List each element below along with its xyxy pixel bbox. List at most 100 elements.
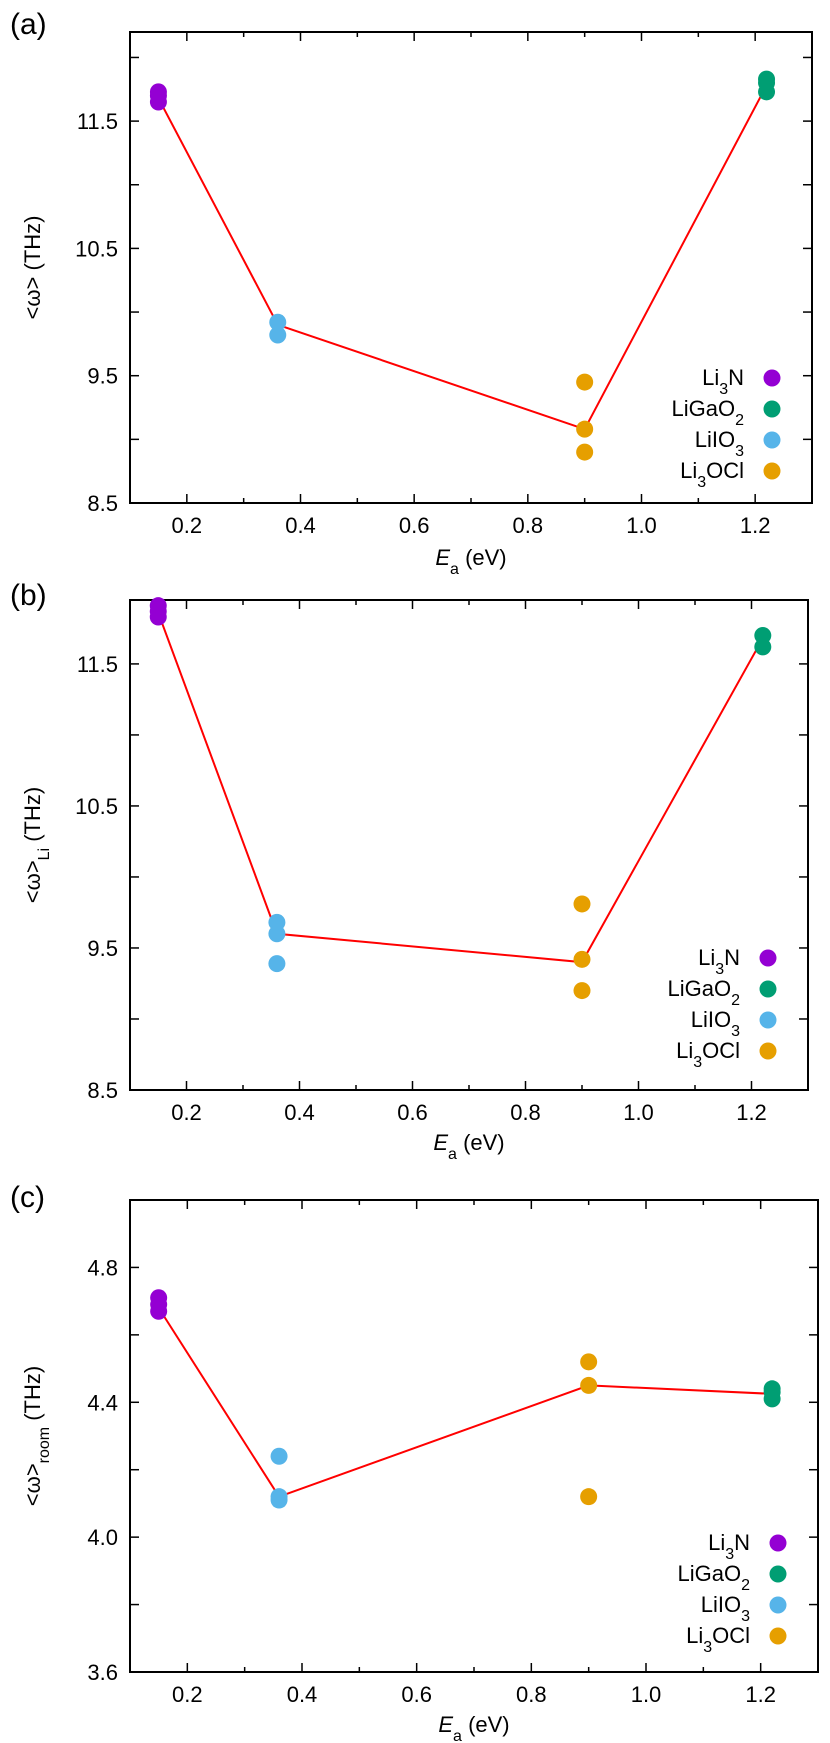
x-tick-label: 0.6 xyxy=(397,1100,428,1125)
y-axis-title: <ω> (THz) xyxy=(20,216,45,320)
y-axis-title-sub: room xyxy=(36,1427,53,1463)
chart-panel-a: (a) 0.2 0.4 0.6 0.8 1.0 1.2 8.5 9.5 10.5 11.5 Ea (e… xyxy=(0,0,830,575)
legend-label-sub: 3 xyxy=(715,961,724,978)
y-tick-label: 8.5 xyxy=(87,1078,118,1103)
y-tick-label: 11.5 xyxy=(77,652,118,677)
legend-label-part: Li xyxy=(708,1530,725,1555)
x-axis-title-sub: a xyxy=(448,1146,457,1161)
legend-label-sub: 3 xyxy=(725,1546,734,1563)
y-tick-label: 9.5 xyxy=(87,364,118,389)
x-axis-title-sub: a xyxy=(450,561,459,576)
legend-label-part: Li xyxy=(680,458,697,483)
y-axis-title-main: <ω> xyxy=(20,1463,45,1506)
chart-panel-c: (c) 0.2 0.4 0.6 0.8 1.0 1.2 3.6 4.0 4.4 4.8 Ea (eV)… xyxy=(0,1160,830,1743)
legend-label-part: N xyxy=(728,365,744,390)
legend-label-li3ocl: Li3OCl xyxy=(676,1038,740,1071)
legend-label-part: Li xyxy=(676,1038,693,1063)
chart-c-svg: (c) 0.2 0.4 0.6 0.8 1.0 1.2 3.6 4.0 4.4 4.8 Ea (eV)… xyxy=(10,1181,819,1743)
legend-label-part: LiGaO xyxy=(678,1561,742,1586)
legend-label-sub: 3 xyxy=(697,474,706,491)
data-point-li3ocl xyxy=(580,1488,598,1506)
x-axis-title-symbol: E xyxy=(435,545,450,570)
x-tick-label: 0.8 xyxy=(510,1100,541,1125)
y-tick-label: 10.5 xyxy=(75,236,118,261)
legend-label-ligao2: LiGaO2 xyxy=(668,976,741,1009)
legend-marker-li3n xyxy=(763,369,781,387)
x-axis-title: Ea (eV) xyxy=(433,1130,504,1160)
fit-line xyxy=(157,84,768,431)
x-tick-label: 0.2 xyxy=(172,513,203,538)
data-point-li3ocl xyxy=(573,982,591,1000)
legend-label-sub: 2 xyxy=(741,1577,750,1594)
legend-label-sub: 3 xyxy=(741,1608,750,1625)
legend-marker-ligao2 xyxy=(763,400,781,418)
x-tick-label: 1.0 xyxy=(626,513,657,538)
y-axis-title-tail: (THz) xyxy=(20,787,45,848)
y-axis-title: <ω>room (THz) xyxy=(20,1366,53,1506)
legend-label-part: Li xyxy=(698,945,715,970)
data-point-li3n xyxy=(149,93,167,111)
legend-label-sub: 2 xyxy=(735,412,744,429)
legend-label-part: LiGaO xyxy=(668,976,732,1001)
data-point-li3ocl xyxy=(576,443,594,461)
legend-label-part: LiIO xyxy=(695,427,735,452)
data-point-liio3 xyxy=(270,1491,288,1509)
x-axis-title-unit: (eV) xyxy=(462,1712,510,1737)
x-axis-title-symbol: E xyxy=(433,1130,448,1155)
y-tick-label: 8.5 xyxy=(87,491,118,516)
x-axis-title-symbol: E xyxy=(438,1712,453,1737)
data-point-li3ocl xyxy=(580,1376,598,1394)
data-point-li3ocl xyxy=(573,895,591,913)
legend-label-li3ocl: Li3OCl xyxy=(680,458,744,491)
x-tick-label: 0.2 xyxy=(171,1100,202,1125)
x-tick-label: 0.2 xyxy=(172,1682,203,1707)
data-point-li3ocl xyxy=(580,1353,598,1371)
legend-label-liio3: LiIO3 xyxy=(695,427,744,460)
data-point-liio3 xyxy=(268,955,286,973)
x-tick-label: 0.8 xyxy=(513,513,544,538)
y-tick-label: 3.6 xyxy=(87,1660,118,1685)
y-tick-label: 4.4 xyxy=(87,1390,118,1415)
legend-marker-liio3 xyxy=(763,431,781,449)
y-tick-label: 9.5 xyxy=(87,936,118,961)
legend-marker-ligao2 xyxy=(759,980,777,998)
legend-label-sub: 3 xyxy=(731,1023,740,1040)
x-tick-label: 1.0 xyxy=(631,1682,662,1707)
legend-label-sub: 3 xyxy=(719,381,728,398)
legend-label-li3n: Li3N xyxy=(708,1530,750,1563)
legend-marker-liio3 xyxy=(759,1011,777,1029)
data-point-ligao2 xyxy=(763,1390,781,1408)
data-point-li3ocl xyxy=(576,373,594,391)
legend-label-li3ocl: Li3OCl xyxy=(686,1623,750,1656)
legend-label-liio3: LiIO3 xyxy=(691,1007,740,1040)
data-point-ligao2 xyxy=(754,638,772,656)
y-axis-title-main: <ω> (THz) xyxy=(20,216,45,320)
y-axis-title-sub: Li xyxy=(36,848,53,860)
legend-marker-liio3 xyxy=(769,1596,787,1614)
legend-label-ligao2: LiGaO2 xyxy=(672,396,745,429)
x-tick-label: 1.2 xyxy=(736,1100,767,1125)
legend-marker-li3n xyxy=(759,949,777,967)
legend-label-part: Li xyxy=(702,365,719,390)
chart-b-svg: (b) 0.2 0.4 0.6 0.8 1.0 1.2 8.5 9.5 10.5 11.5 Ea (e… xyxy=(10,579,809,1160)
x-tick-label: 0.6 xyxy=(399,513,430,538)
y-tick-label: 11.5 xyxy=(77,109,118,134)
y-axis-title: <ω>Li (THz) xyxy=(20,787,53,903)
legend-label-li3n: Li3N xyxy=(702,365,744,398)
legend-label-part: LiGaO xyxy=(672,396,736,421)
legend-label-li3n: Li3N xyxy=(698,945,740,978)
chart-a-svg: (a) 0.2 0.4 0.6 0.8 1.0 1.2 8.5 9.5 10.5 11.5 Ea (e… xyxy=(10,8,813,576)
x-axis-title-unit: (eV) xyxy=(459,545,507,570)
legend-marker-li3ocl xyxy=(759,1042,777,1060)
x-tick-label: 0.8 xyxy=(516,1682,547,1707)
x-tick-label: 0.4 xyxy=(285,513,316,538)
y-tick-label: 10.5 xyxy=(75,794,118,819)
x-tick-label: 1.0 xyxy=(623,1100,654,1125)
legend-label-liio3: LiIO3 xyxy=(701,1592,750,1625)
legend-label-sub: 3 xyxy=(693,1054,702,1071)
panel-label-b: (b) xyxy=(10,579,47,612)
x-axis-title-sub: a xyxy=(453,1728,462,1743)
legend-label-sub: 3 xyxy=(735,443,744,460)
y-axis-title-main: <ω> xyxy=(20,860,45,903)
x-tick-label: 0.4 xyxy=(287,1682,318,1707)
